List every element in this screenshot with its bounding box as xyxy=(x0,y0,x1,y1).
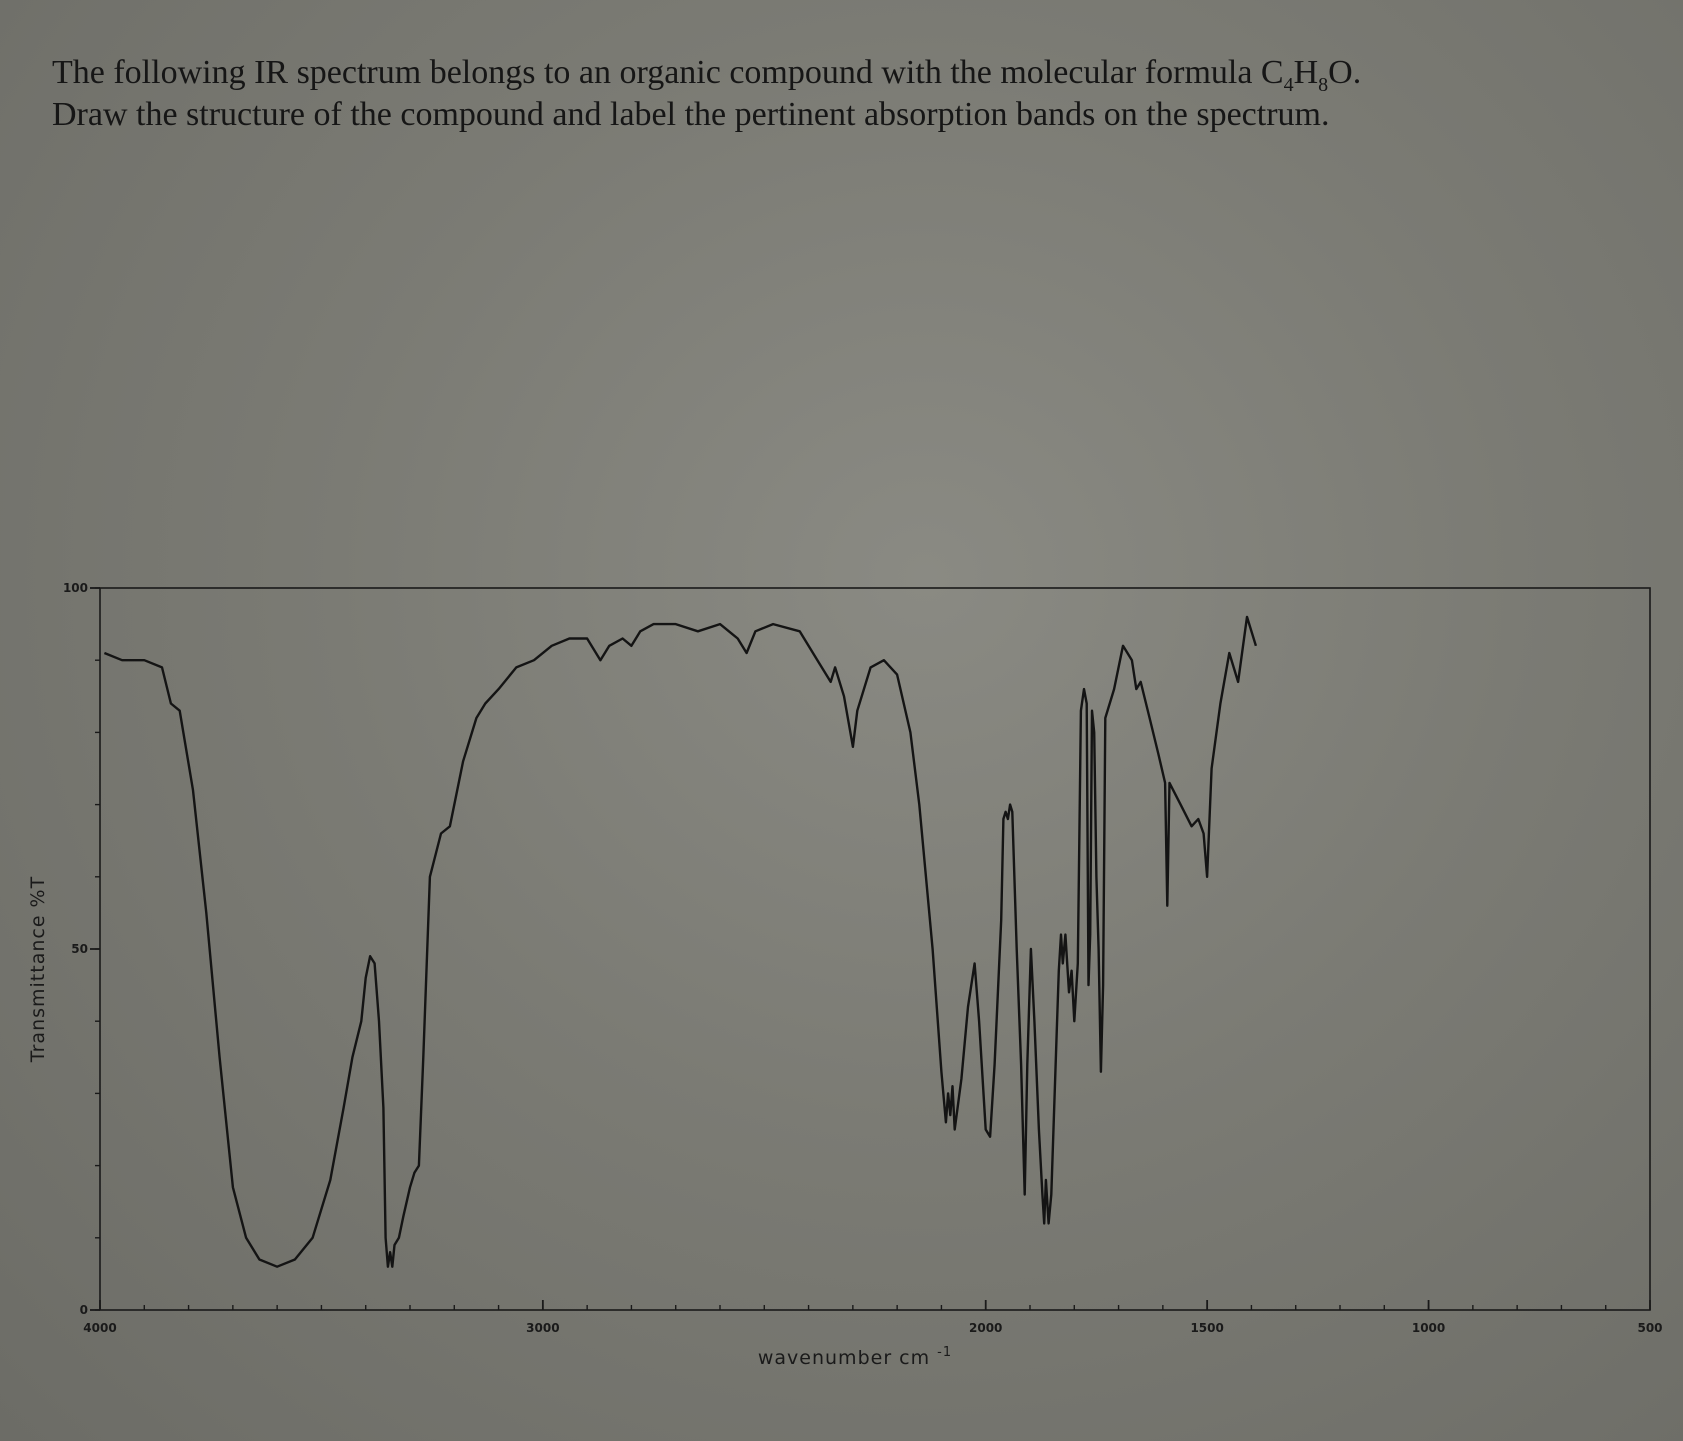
x-tick-label: 2000 xyxy=(969,1321,1002,1335)
x-tick-label: 4000 xyxy=(83,1321,116,1335)
x-tick-label: 1500 xyxy=(1190,1321,1223,1335)
question-line-2: Draw the structure of the compound and l… xyxy=(52,96,1330,133)
y-tick-label: 50 xyxy=(71,942,88,956)
x-tick-label: 500 xyxy=(1637,1321,1662,1335)
x-axis-title: wavenumber cm -1 xyxy=(758,1345,952,1369)
spectrum-line xyxy=(103,615,1258,1268)
y-axis-title: Transmittance %T xyxy=(27,876,49,1063)
x-tick-label: 3000 xyxy=(526,1321,559,1335)
question-text: The following IR spectrum belongs to an … xyxy=(52,52,1612,136)
question-line-1: The following IR spectrum belongs to an … xyxy=(52,54,1362,96)
y-tick-label: 0 xyxy=(80,1303,88,1317)
x-tick-label: 1000 xyxy=(1412,1321,1445,1335)
plot-frame xyxy=(99,587,1651,1311)
y-tick-label: 100 xyxy=(63,581,88,595)
